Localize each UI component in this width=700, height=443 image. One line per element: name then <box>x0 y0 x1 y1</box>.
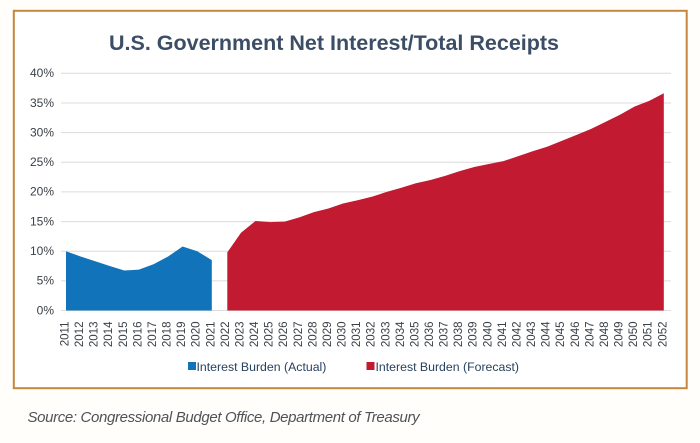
svg-text:Interest Burden (Forecast): Interest Burden (Forecast) <box>376 360 520 374</box>
svg-text:2021: 2021 <box>205 322 217 348</box>
svg-text:15%: 15% <box>30 214 54 228</box>
svg-text:2036: 2036 <box>424 322 436 348</box>
svg-text:2011: 2011 <box>60 322 72 347</box>
svg-text:2032: 2032 <box>366 322 378 348</box>
svg-text:2024: 2024 <box>249 321 261 347</box>
svg-text:2050: 2050 <box>628 322 640 348</box>
svg-text:25%: 25% <box>30 155 54 169</box>
svg-text:5%: 5% <box>37 274 55 288</box>
svg-text:2040: 2040 <box>482 322 494 348</box>
svg-text:2037: 2037 <box>439 322 451 348</box>
svg-text:2043: 2043 <box>526 322 538 348</box>
svg-text:2045: 2045 <box>555 322 567 348</box>
svg-text:2027: 2027 <box>293 322 305 348</box>
svg-text:2044: 2044 <box>541 321 553 347</box>
svg-text:0%: 0% <box>37 303 55 317</box>
svg-text:2023: 2023 <box>235 322 247 348</box>
svg-text:2051: 2051 <box>643 322 655 348</box>
svg-text:2022: 2022 <box>220 322 232 348</box>
svg-text:2020: 2020 <box>191 322 203 348</box>
svg-text:2039: 2039 <box>468 322 480 348</box>
svg-text:2018: 2018 <box>162 322 174 348</box>
svg-text:20%: 20% <box>30 185 54 199</box>
svg-text:2028: 2028 <box>307 322 319 348</box>
svg-text:Source: Congressional Budget O: Source: Congressional Budget Office, Dep… <box>28 409 422 426</box>
svg-text:2014: 2014 <box>103 321 115 347</box>
svg-text:2042: 2042 <box>512 322 524 348</box>
svg-text:2035: 2035 <box>409 322 421 348</box>
svg-text:2012: 2012 <box>74 322 86 348</box>
svg-text:2046: 2046 <box>570 322 582 348</box>
svg-text:2026: 2026 <box>278 322 290 348</box>
svg-text:2033: 2033 <box>380 322 392 348</box>
svg-text:2013: 2013 <box>89 322 101 348</box>
svg-text:2031: 2031 <box>351 322 363 348</box>
svg-text:2049: 2049 <box>614 322 626 348</box>
svg-text:2052: 2052 <box>657 322 669 348</box>
svg-text:30%: 30% <box>30 125 54 139</box>
svg-text:2030: 2030 <box>337 322 349 348</box>
svg-text:2038: 2038 <box>453 322 465 348</box>
svg-text:U.S. Government Net Interest/T: U.S. Government Net Interest/Total Recei… <box>109 31 559 55</box>
svg-text:10%: 10% <box>30 244 54 258</box>
svg-text:2016: 2016 <box>132 322 144 348</box>
svg-text:2025: 2025 <box>264 322 276 348</box>
svg-text:Interest Burden (Actual): Interest Burden (Actual) <box>197 360 327 374</box>
svg-text:2047: 2047 <box>584 322 596 348</box>
svg-text:35%: 35% <box>30 96 54 110</box>
svg-text:2048: 2048 <box>599 322 611 348</box>
svg-text:40%: 40% <box>30 66 54 80</box>
svg-text:2019: 2019 <box>176 322 188 348</box>
svg-text:2029: 2029 <box>322 322 334 348</box>
svg-text:2034: 2034 <box>395 321 407 347</box>
svg-text:2017: 2017 <box>147 322 159 348</box>
svg-text:2015: 2015 <box>118 322 130 348</box>
svg-text:2041: 2041 <box>497 322 509 348</box>
